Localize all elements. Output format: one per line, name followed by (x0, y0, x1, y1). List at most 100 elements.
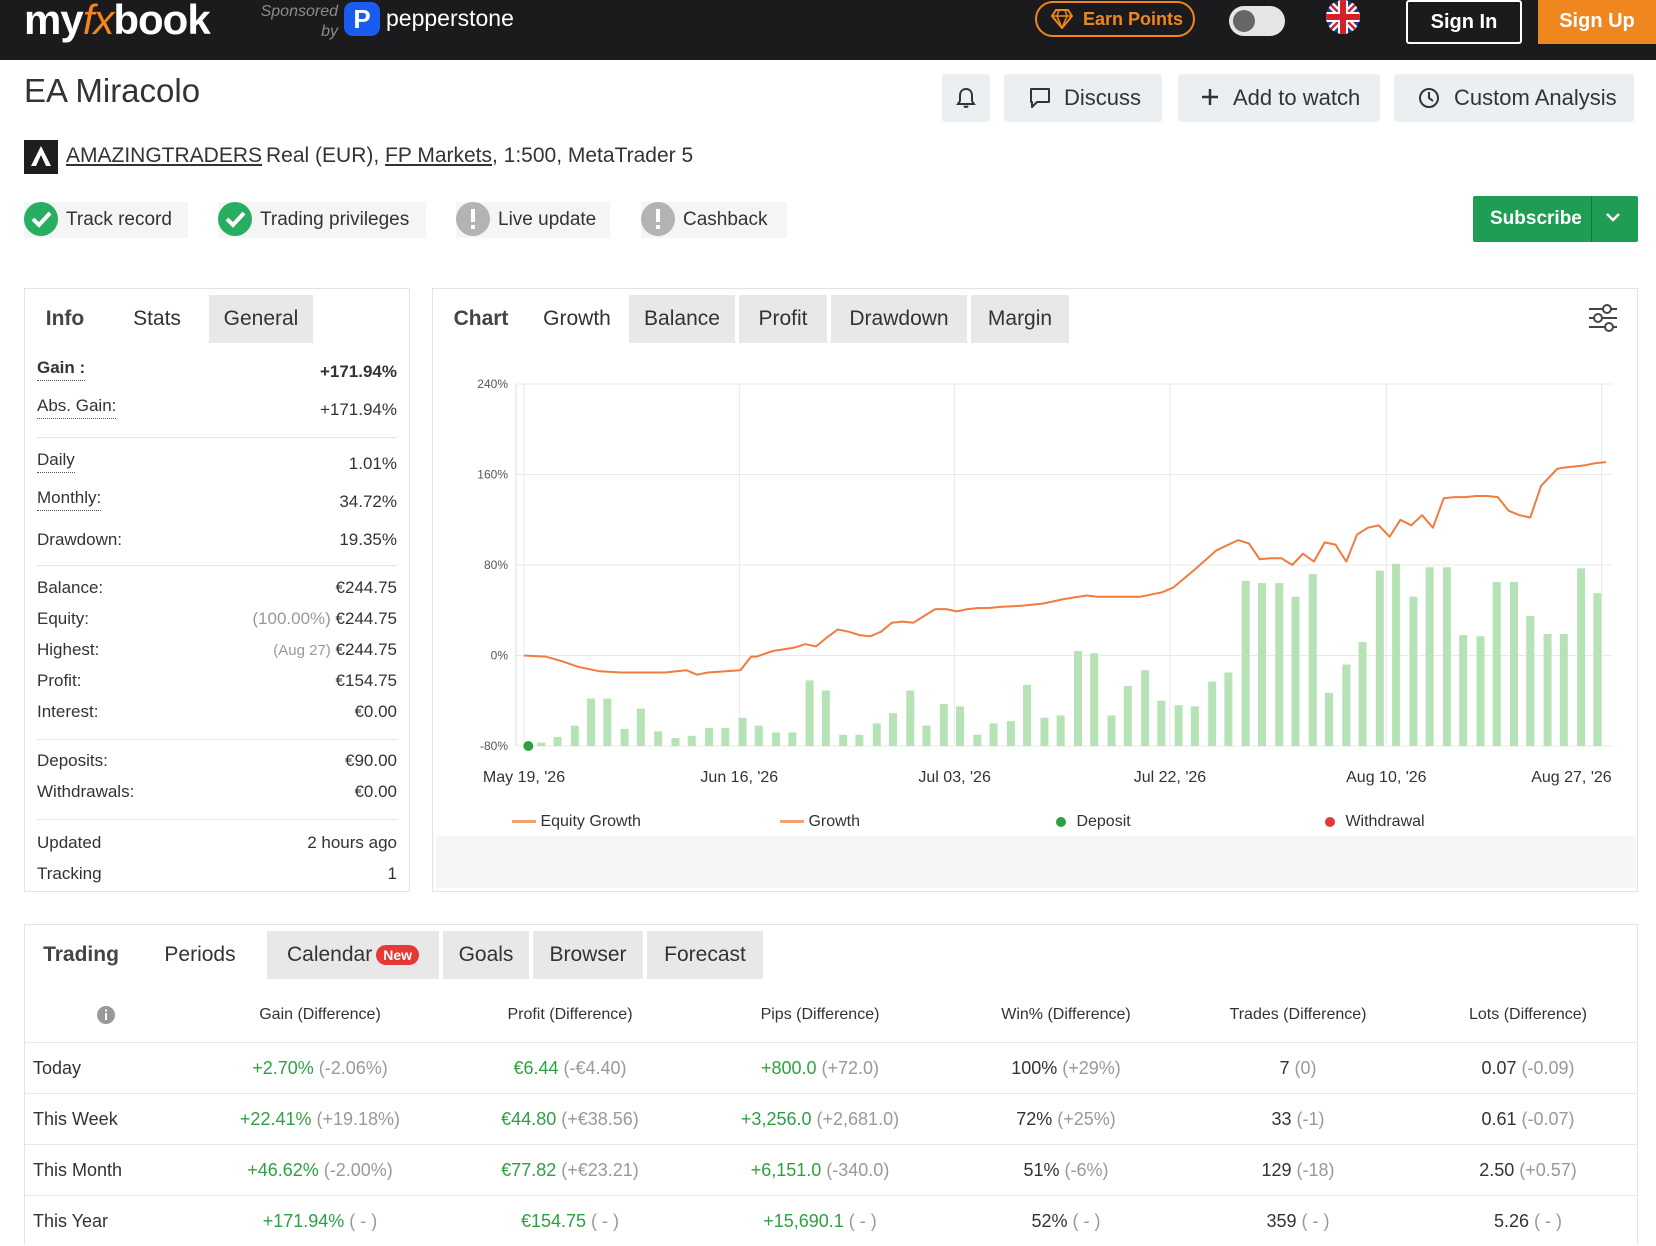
theme-toggle[interactable] (1229, 6, 1285, 36)
tab-general[interactable]: General (209, 295, 313, 343)
updated-value: 2 hours ago (307, 833, 397, 852)
earn-points-button[interactable]: Earn Points (1035, 1, 1195, 37)
uk-flag-icon[interactable] (1326, 0, 1360, 34)
tracking-value[interactable]: 1 (387, 864, 397, 883)
tab-periods[interactable]: Periods (164, 943, 236, 966)
tab-calendar[interactable]: Calendar New (267, 931, 439, 979)
abs-gain-label[interactable]: Abs. Gain: (37, 394, 117, 419)
account-details: Real (EUR), FP Markets, 1:500, MetaTrade… (266, 138, 693, 174)
bar (956, 706, 965, 746)
bar (1392, 563, 1401, 746)
column-header[interactable]: Trades (Difference) (1229, 1006, 1367, 1023)
profit-value: €154.75 (335, 671, 397, 690)
custom-analysis-button[interactable]: Custom Analysis (1394, 74, 1634, 122)
legend-growth[interactable]: Growth (780, 810, 860, 834)
pepperstone-name[interactable]: pepperstone (386, 5, 514, 31)
bar (1208, 681, 1217, 746)
legend-deposit[interactable]: Deposit (1054, 810, 1131, 834)
legend-withdrawal[interactable]: Withdrawal (1323, 810, 1425, 834)
owner-avatar[interactable] (24, 140, 58, 174)
subscribe-button[interactable]: Subscribe (1473, 196, 1638, 242)
tab-forecast[interactable]: Forecast (647, 931, 763, 979)
cell-value: 5.26 (1493, 1211, 1530, 1231)
periods-table-body: Today +2.70% (-2.06%) €6.44 (-€4.40) +800.0… (25, 1042, 1637, 1242)
cell-value: €154.75 (520, 1211, 587, 1231)
table-cell: 51% (-6%) (946, 1145, 1186, 1195)
table-cell: +6,151.0 (-340.0) (700, 1145, 940, 1195)
growth-chart[interactable]: 240% 160% 80% 0% -80% May 19, '26 Jun 16, '26 J… (440, 360, 1620, 800)
broker-link[interactable]: FP Markets (385, 144, 492, 167)
notification-button[interactable] (942, 74, 990, 122)
tab-drawdown[interactable]: Drawdown (831, 295, 967, 343)
bar (1543, 634, 1552, 746)
info-icon[interactable] (96, 1005, 116, 1025)
tab-profit[interactable]: Profit (739, 295, 827, 343)
monthly-value: 34.72% (339, 492, 397, 511)
monthly-label[interactable]: Monthly: (37, 486, 102, 511)
tab-info[interactable]: Info (45, 307, 85, 330)
add-to-watch-label: Add to watch (1233, 85, 1361, 110)
sign-up-button[interactable]: Sign Up (1538, 0, 1656, 44)
cell-difference: (-0.07) (1521, 1109, 1575, 1129)
chevron-down-icon[interactable] (1605, 212, 1621, 224)
column-header[interactable]: Pips (Difference) (760, 1006, 880, 1023)
badge-cashback[interactable]: Cashback (641, 202, 787, 238)
table-cell: +3,256.0 (+2,681.0) (700, 1094, 940, 1144)
table-cell: +22.41% (+19.18%) (200, 1094, 440, 1144)
badge-track-record[interactable]: Track record (24, 202, 188, 238)
sign-in-button[interactable]: Sign In (1406, 0, 1522, 44)
y-tick-label: 80% (484, 558, 508, 572)
table-row: This Year +171.94% ( - ) €154.75 ( - ) +15,… (25, 1195, 1637, 1245)
tab-stats[interactable]: Stats (133, 307, 181, 330)
badge-trading-privileges[interactable]: Trading privileges (218, 202, 426, 238)
table-cell: 72% (+25%) (946, 1094, 1186, 1144)
balance-value: €244.75 (335, 578, 397, 597)
tab-margin[interactable]: Margin (971, 295, 1069, 343)
daily-label[interactable]: Daily (37, 448, 75, 473)
deposit-marker[interactable] (523, 741, 534, 751)
equity-label: Equity: (37, 609, 89, 628)
add-to-watch-button[interactable]: Add to watch (1178, 74, 1380, 122)
x-tick-label: Aug 27, '26 (1531, 769, 1612, 786)
bar (989, 723, 998, 746)
column-header[interactable]: Lots (Difference) (1469, 1006, 1587, 1023)
tab-browser[interactable]: Browser (533, 931, 643, 979)
column-header[interactable]: Win% (Difference) (1001, 1006, 1131, 1023)
legend-equity-growth[interactable]: Equity Growth (512, 810, 641, 834)
bar (1442, 567, 1451, 746)
bar (1073, 650, 1082, 746)
owner-link[interactable]: AMAZINGTRADERS (66, 144, 263, 167)
daily-row: Daily 1.01% (37, 445, 397, 475)
cell-value: +2.70% (252, 1058, 314, 1078)
bar (772, 732, 781, 746)
top-navbar: myfxbook Sponsored by P pepperstone Earn … (0, 0, 1656, 60)
chart-settings-icon[interactable] (1587, 303, 1619, 333)
discuss-button[interactable]: Discuss (1004, 74, 1162, 122)
cell-difference: (-2.00%) (323, 1160, 393, 1180)
column-header[interactable]: Profit (Difference) (507, 1006, 633, 1023)
badge-live-update[interactable]: Live update (456, 202, 610, 238)
myfxbook-logo[interactable]: myfxbook (24, 0, 211, 43)
periods-panel: Trading Periods Calendar New Goals Browse… (24, 924, 1638, 1244)
cell-value: +22.41% (239, 1109, 312, 1129)
tab-goals[interactable]: Goals (443, 931, 529, 979)
bar (1559, 634, 1568, 746)
table-cell: 2.50 (+0.57) (1408, 1145, 1648, 1195)
table-cell: 33 (-1) (1178, 1094, 1418, 1144)
gain-label[interactable]: Gain : (37, 356, 86, 381)
bar (587, 698, 596, 746)
bar (1040, 717, 1049, 746)
tab-trading[interactable]: Trading (43, 943, 119, 966)
tab-growth[interactable]: Growth (543, 307, 611, 330)
interest-label: Interest: (37, 702, 99, 721)
highest-date: (Aug 27) (273, 642, 331, 659)
pepperstone-logo-icon[interactable]: P (344, 2, 380, 36)
tab-balance[interactable]: Balance (629, 295, 735, 343)
gain-row: Gain : +171.94% (37, 353, 397, 383)
tab-chart[interactable]: Chart (453, 307, 509, 330)
chart-navigator[interactable] (436, 836, 1636, 888)
bar (1409, 596, 1418, 746)
bar (872, 723, 881, 746)
bar (553, 736, 562, 746)
column-header[interactable]: Gain (Difference) (259, 1006, 381, 1023)
